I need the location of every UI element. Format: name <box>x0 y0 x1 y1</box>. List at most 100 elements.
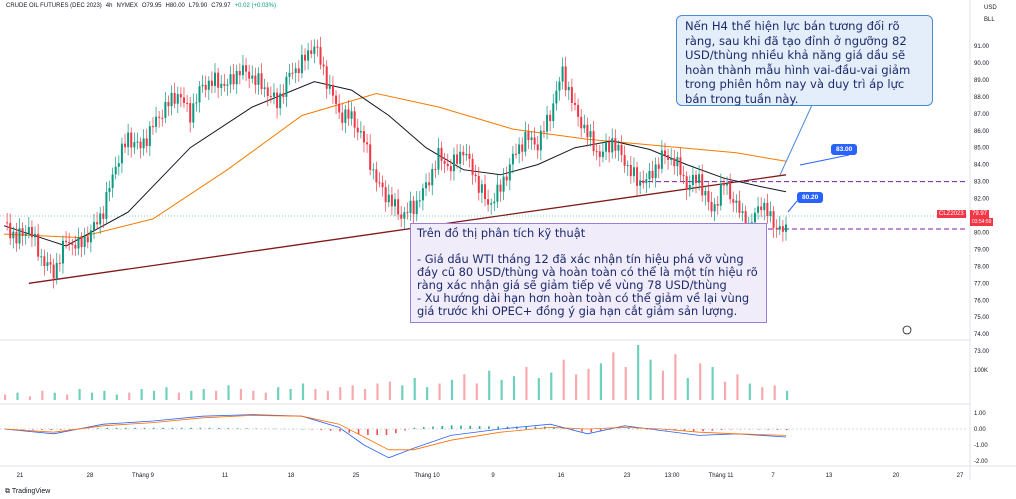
candle-body <box>502 176 505 192</box>
price-tick-label: 76.00 <box>974 298 990 304</box>
candle-body <box>722 183 725 186</box>
osc-histogram-bar <box>134 427 136 429</box>
level-label-upper[interactable]: 83.00 <box>831 144 858 155</box>
candle-body <box>167 101 170 107</box>
level-label-lower[interactable]: 80.20 <box>797 192 824 203</box>
osc-histogram-bar <box>376 429 378 435</box>
candle-body <box>555 90 558 104</box>
time-tick-label: 23 <box>624 473 631 479</box>
candle-body <box>549 114 552 122</box>
osc-histogram-bar <box>497 426 500 429</box>
price-tick-label: 89.00 <box>974 78 990 84</box>
candle-body <box>673 158 676 167</box>
volume-tick-label: 100K <box>974 368 988 374</box>
candle-body <box>468 153 471 159</box>
candle-body <box>434 169 437 171</box>
price-tick-label: 80.00 <box>974 230 990 236</box>
candle-body <box>570 87 573 103</box>
volume-bar <box>177 392 180 400</box>
osc-histogram-bar <box>432 426 434 429</box>
price-tick-label: 77.00 <box>974 281 990 287</box>
candle-body <box>431 169 434 186</box>
candle-body <box>331 84 334 96</box>
candle-body <box>567 87 570 91</box>
branding-logo[interactable]: ⧉ TradingView <box>5 488 50 496</box>
analysis-note[interactable]: Trên đồ thị phân tích kỹ thuật - Giá dầu… <box>410 223 767 323</box>
trendline[interactable] <box>28 174 787 284</box>
osc-histogram-bar <box>199 427 202 429</box>
time-axis[interactable]: 21 28 Tháng 9 11 18 25 Tháng 10 9 16 23 13:00 Tháng… <box>17 473 964 479</box>
symbol-legend[interactable]: CRUDE OIL FUTURES (DEC 2023) 4h NYMEX O79.9… <box>6 3 280 9</box>
ma-fast-path <box>3 81 787 247</box>
volume-bar <box>475 383 478 400</box>
candle-body <box>204 84 207 90</box>
time-tick-label: 28 <box>87 473 94 479</box>
osc-histogram-bar <box>488 426 490 429</box>
horizontal-levels[interactable] <box>480 181 966 230</box>
osc-histogram-bar <box>590 429 593 433</box>
candle-body <box>77 237 80 249</box>
candle-body <box>61 240 64 264</box>
volume-bar <box>16 392 19 400</box>
candle-body <box>300 54 303 74</box>
symbol-name: CRUDE OIL FUTURES (DEC 2023) <box>6 3 102 9</box>
osc-histogram-bar <box>581 429 583 432</box>
osc-histogram-bar <box>59 429 62 430</box>
candle-body <box>124 143 127 148</box>
candle-body <box>456 154 459 164</box>
price-tick-label: 74.00 <box>974 332 990 338</box>
candle-body <box>515 153 518 155</box>
candle-body <box>648 170 651 180</box>
candle-body <box>583 124 586 129</box>
candle-body <box>18 228 21 244</box>
osc-histogram-bar <box>106 427 109 429</box>
osc-tick-label: -2.00 <box>974 459 988 465</box>
osc-histogram-bar <box>41 429 43 430</box>
osc-histogram-bar <box>469 425 472 429</box>
candle-body <box>251 75 254 79</box>
candle-body <box>279 93 282 109</box>
price-tick-label: 83.00 <box>974 180 990 186</box>
osc-histogram-bar <box>311 429 313 430</box>
candle-body <box>698 174 701 183</box>
candle-body <box>632 167 635 177</box>
time-tick-label: Tháng 10 <box>414 473 440 479</box>
candle-body <box>425 182 428 189</box>
candle-body <box>499 184 502 192</box>
candle-body <box>707 190 710 203</box>
currency-unit[interactable]: USD BLL <box>984 2 1010 26</box>
candle-body <box>400 214 403 219</box>
price-axis[interactable]: 91.00 90.00 89.00 88.00 87.00 86.00 85.00 84.00… <box>974 44 990 465</box>
candle-body <box>170 92 173 107</box>
osc-histogram-bar <box>730 429 732 430</box>
candle-body <box>49 262 52 265</box>
candle-body <box>214 72 217 86</box>
osc-histogram-bar <box>506 426 509 429</box>
osc-histogram-bar <box>599 429 602 431</box>
price-tick-label: 88.00 <box>974 95 990 101</box>
candle-body <box>781 226 784 232</box>
volume-bar <box>401 385 404 400</box>
osc-tick-label: -1.00 <box>974 443 988 449</box>
candle-body <box>366 142 369 145</box>
callout-note[interactable]: Nến H4 thể hiện lực bán tương đối rõ ràn… <box>676 15 933 106</box>
candle-body <box>89 230 92 243</box>
candle-body <box>40 256 43 258</box>
candle-body <box>552 103 555 122</box>
candle-body <box>86 236 89 243</box>
candle-body <box>359 131 362 133</box>
time-tick-label: Tháng 11 <box>709 473 735 479</box>
osc-histogram-bar <box>339 429 341 432</box>
candle-body <box>198 86 201 103</box>
candle-body <box>679 157 682 175</box>
candle-body <box>21 228 24 236</box>
candle-body <box>651 170 654 179</box>
unit-label: BLL <box>984 17 995 23</box>
candle-body <box>480 184 483 193</box>
candle-body <box>316 46 319 48</box>
osc-histogram-bar <box>571 429 574 431</box>
candle-body <box>654 164 657 179</box>
currency-label: USD <box>984 5 997 11</box>
candle-body <box>595 151 598 153</box>
candle-body <box>347 109 350 119</box>
